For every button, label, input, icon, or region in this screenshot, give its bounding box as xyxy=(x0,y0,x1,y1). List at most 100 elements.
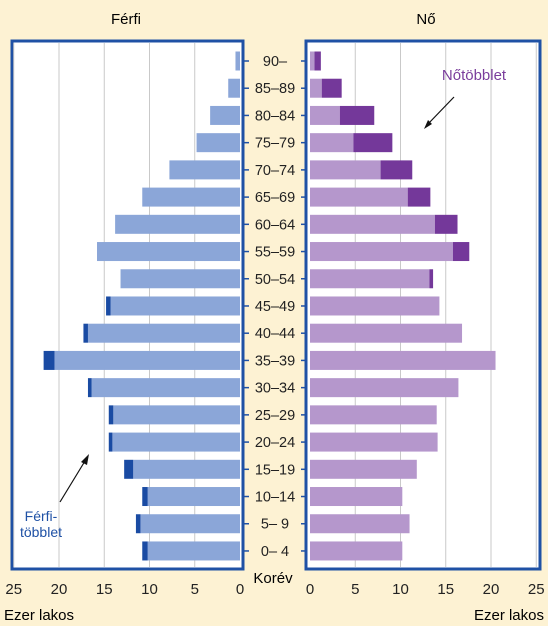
male-surplus-bar xyxy=(142,487,148,507)
age-label: 5– 9 xyxy=(261,517,289,533)
male-bar xyxy=(142,187,240,207)
male-surplus-annotation: Férfi- többlet xyxy=(20,454,89,540)
male-surplus-arrowhead xyxy=(81,454,89,465)
male-surplus-bar xyxy=(106,296,111,316)
x-tick-label: 25 xyxy=(5,581,22,598)
age-axis-label: Korév xyxy=(253,570,293,587)
female-bar xyxy=(310,214,435,234)
male-bar xyxy=(140,514,240,534)
female-bar xyxy=(310,378,459,398)
female-surplus-bar xyxy=(407,187,431,207)
female-bar xyxy=(310,160,381,180)
male-bar xyxy=(120,269,240,289)
female-surplus-bar xyxy=(353,133,393,153)
male-bar xyxy=(113,405,240,425)
male-bar xyxy=(235,51,240,71)
x-tick-label: 5 xyxy=(191,581,199,598)
female-bar xyxy=(310,105,340,125)
female-bar xyxy=(310,514,410,534)
age-label: 60–64 xyxy=(255,217,295,233)
x-tick-label: 20 xyxy=(483,581,500,598)
male-surplus-bar xyxy=(83,323,88,343)
female-bar xyxy=(310,432,438,452)
female-title: Nő xyxy=(416,11,435,28)
female-bar xyxy=(310,51,315,71)
age-label: 35–39 xyxy=(255,353,295,369)
female-bar xyxy=(310,323,463,343)
male-bar xyxy=(228,78,240,98)
female-bar xyxy=(310,487,403,507)
x-tick-label: 15 xyxy=(96,581,113,598)
male-surplus-label-line1: Férfi- xyxy=(25,508,58,524)
female-surplus-arrowhead xyxy=(424,120,432,129)
male-surplus-bar xyxy=(87,378,92,398)
male-surplus-bar xyxy=(108,432,113,452)
age-label: 45–49 xyxy=(255,299,295,315)
male-bar xyxy=(115,214,240,234)
female-bar xyxy=(310,296,440,316)
male-bar xyxy=(87,323,241,343)
x-tick-label: 15 xyxy=(437,581,454,598)
female-surplus-bar xyxy=(314,51,321,71)
bars xyxy=(43,51,496,561)
age-label: 70–74 xyxy=(255,163,295,179)
age-labels: 90– 85–89 80–84 75–79 70–74 65–69 60–64 55–59 50… xyxy=(243,54,306,560)
male-bar xyxy=(97,242,240,262)
male-bar xyxy=(147,541,240,561)
male-bar xyxy=(210,105,240,125)
x-tick-label: 20 xyxy=(51,581,68,598)
age-label: 65–69 xyxy=(255,190,295,206)
female-surplus-bar xyxy=(321,78,342,98)
age-label: 15–19 xyxy=(255,462,295,478)
age-label: 55–59 xyxy=(255,245,295,261)
unit-label-right: Ezer lakos xyxy=(474,607,544,624)
female-surplus-bar xyxy=(339,105,375,125)
female-bar xyxy=(310,405,437,425)
x-tick-label: 0 xyxy=(306,581,314,598)
female-bar xyxy=(310,459,417,479)
female-bar xyxy=(310,187,408,207)
male-surplus-bar xyxy=(135,514,141,534)
age-label: 50–54 xyxy=(255,272,295,288)
male-surplus-bar xyxy=(124,459,134,479)
unit-label-left: Ezer lakos xyxy=(4,607,74,624)
female-surplus-bar xyxy=(380,160,413,180)
male-surplus-bar xyxy=(142,541,148,561)
female-bar xyxy=(310,350,496,370)
male-bar xyxy=(147,487,240,507)
male-bar xyxy=(169,160,240,180)
male-title: Férfi xyxy=(111,11,141,28)
male-bar xyxy=(112,432,240,452)
age-label: 80–84 xyxy=(255,108,295,124)
male-bar xyxy=(196,133,240,153)
male-bar xyxy=(133,459,240,479)
age-label: 85–89 xyxy=(255,81,295,97)
age-label: 90– xyxy=(263,54,288,70)
male-surplus-arrow xyxy=(59,460,86,503)
female-bar xyxy=(310,242,453,262)
female-surplus-arrow xyxy=(427,96,455,125)
female-bar xyxy=(310,269,430,289)
male-surplus-bar xyxy=(43,350,55,370)
x-tick-label: 25 xyxy=(528,581,545,598)
x-tick-labels: 25 20 15 10 5 0 0 5 10 15 20 25 xyxy=(5,581,544,598)
female-surplus-bar xyxy=(452,242,470,262)
female-bar xyxy=(310,541,403,561)
female-bar xyxy=(310,78,322,98)
female-bar xyxy=(310,133,354,153)
age-label: 25–29 xyxy=(255,408,295,424)
female-surplus-annotation: Nőtöbblet xyxy=(424,67,507,129)
male-surplus-bar xyxy=(108,405,114,425)
male-surplus-label-line2: többlet xyxy=(20,524,62,540)
age-label: 20–24 xyxy=(255,435,295,451)
age-label: 75–79 xyxy=(255,136,295,152)
age-label: 30–34 xyxy=(255,381,295,397)
age-label: 10–14 xyxy=(255,490,295,506)
x-tick-label: 0 xyxy=(236,581,244,598)
age-label: 40–44 xyxy=(255,326,295,342)
x-tick-label: 10 xyxy=(141,581,158,598)
female-surplus-bar xyxy=(434,214,458,234)
age-label: 0– 4 xyxy=(261,544,289,560)
male-bar xyxy=(110,296,241,316)
